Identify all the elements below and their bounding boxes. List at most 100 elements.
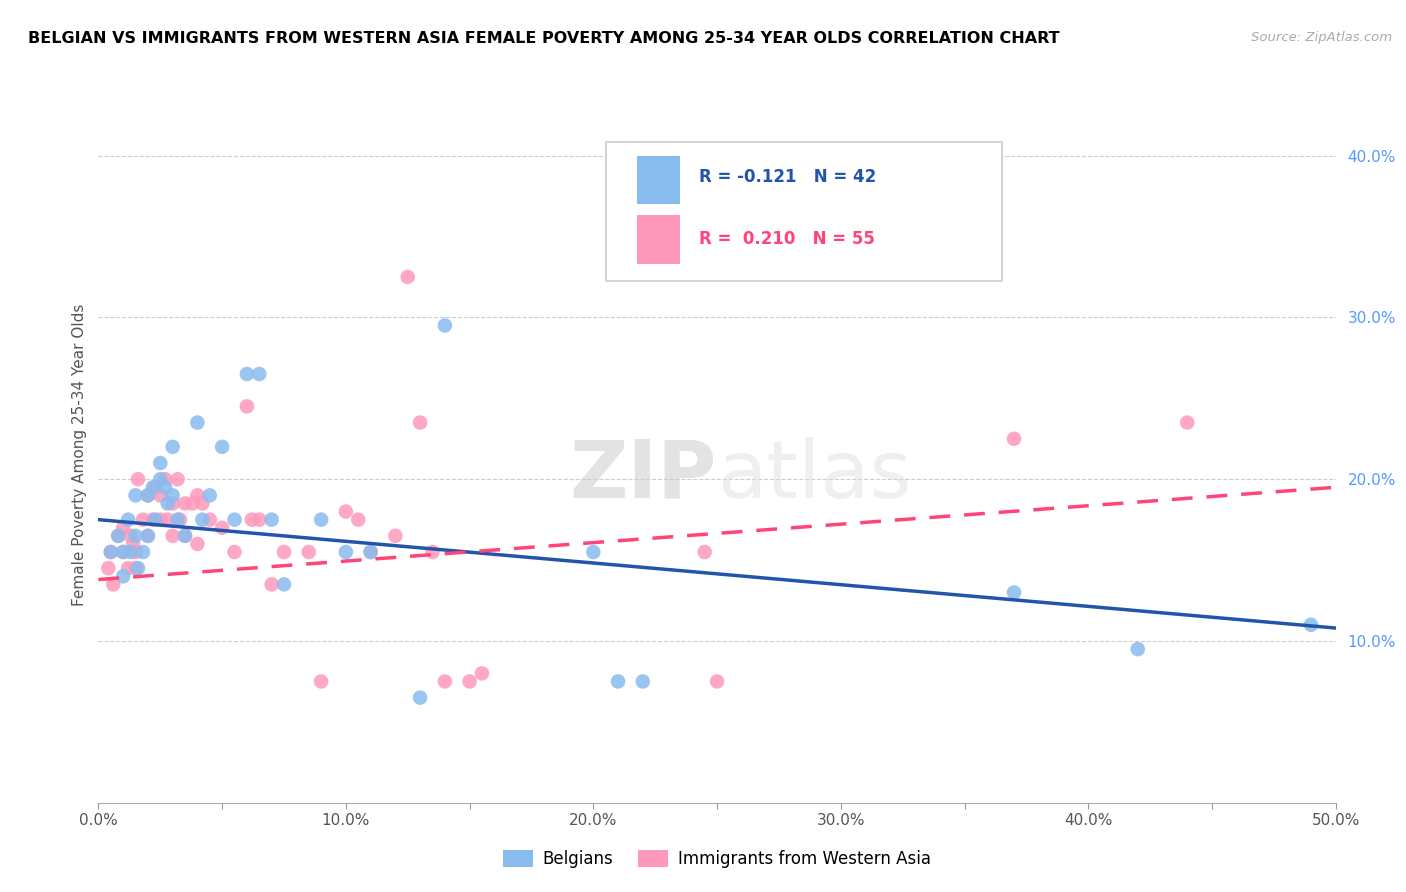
Point [309, 674, 332, 689]
Text: R = -0.121   N = 42: R = -0.121 N = 42 [699, 168, 876, 186]
Point [224, 513, 246, 527]
Point [112, 521, 135, 535]
Y-axis label: Female Poverty Among 25-34 Year Olds: Female Poverty Among 25-34 Year Olds [72, 304, 87, 606]
Point [127, 561, 149, 575]
Point [142, 513, 165, 527]
Point [107, 529, 129, 543]
Point [240, 513, 263, 527]
Point [155, 480, 177, 494]
Point [335, 504, 357, 518]
Point [181, 496, 204, 510]
Legend: Belgians, Immigrants from Western Asia: Belgians, Immigrants from Western Asia [496, 843, 938, 874]
Point [142, 480, 165, 494]
Point [191, 496, 214, 510]
Point [162, 440, 184, 454]
Point [347, 513, 370, 527]
Point [136, 529, 159, 543]
Point [224, 545, 246, 559]
Point [273, 545, 295, 559]
Point [143, 513, 166, 527]
Point [149, 456, 172, 470]
Point [124, 529, 146, 543]
Point [124, 488, 146, 502]
Text: atlas: atlas [717, 437, 911, 515]
Point [1002, 585, 1025, 599]
Point [156, 496, 179, 510]
Point [360, 545, 382, 559]
Point [211, 521, 233, 535]
Point [155, 472, 177, 486]
Point [156, 513, 179, 527]
Point [247, 367, 270, 381]
Point [433, 318, 456, 333]
Point [103, 577, 125, 591]
Point [149, 488, 172, 502]
Point [247, 513, 270, 527]
Point [631, 674, 654, 689]
Point [136, 488, 159, 502]
Text: Source: ZipAtlas.com: Source: ZipAtlas.com [1251, 31, 1392, 45]
Point [186, 416, 208, 430]
Point [136, 488, 159, 502]
Point [582, 545, 605, 559]
Point [132, 513, 155, 527]
Point [1002, 432, 1025, 446]
Point [273, 577, 295, 591]
Point [174, 529, 197, 543]
Point [112, 545, 135, 559]
Point [458, 674, 481, 689]
Point [166, 472, 188, 486]
Point [132, 545, 155, 559]
Point [1175, 416, 1198, 430]
Point [422, 545, 444, 559]
Point [198, 488, 221, 502]
Point [335, 545, 357, 559]
Point [149, 513, 172, 527]
Point [706, 674, 728, 689]
Point [236, 367, 259, 381]
Point [100, 545, 122, 559]
Text: R =  0.210   N = 55: R = 0.210 N = 55 [699, 230, 875, 248]
Point [471, 666, 494, 681]
FancyBboxPatch shape [606, 142, 1001, 281]
Point [236, 400, 259, 414]
Point [162, 488, 184, 502]
Point [127, 472, 149, 486]
Point [112, 569, 135, 583]
Point [409, 690, 432, 705]
Point [1299, 617, 1322, 632]
FancyBboxPatch shape [637, 156, 681, 204]
Point [260, 577, 283, 591]
Point [97, 561, 120, 575]
Point [120, 545, 142, 559]
Point [169, 513, 191, 527]
Point [117, 561, 139, 575]
Point [191, 513, 214, 527]
Point [124, 561, 146, 575]
Point [384, 529, 406, 543]
Text: ZIP: ZIP [569, 437, 717, 515]
Point [211, 440, 233, 454]
Point [122, 537, 145, 551]
Point [309, 513, 332, 527]
Point [107, 529, 129, 543]
Point [117, 513, 139, 527]
Point [186, 537, 208, 551]
Point [186, 488, 208, 502]
FancyBboxPatch shape [637, 215, 681, 263]
Point [1126, 642, 1149, 657]
Point [174, 496, 197, 510]
Point [112, 545, 135, 559]
Point [124, 545, 146, 559]
Point [166, 513, 188, 527]
Point [149, 472, 172, 486]
Point [143, 480, 166, 494]
Point [693, 545, 716, 559]
Point [260, 513, 283, 527]
Point [433, 674, 456, 689]
Point [136, 529, 159, 543]
Point [120, 529, 142, 543]
Point [298, 545, 321, 559]
Point [162, 496, 184, 510]
Point [198, 513, 221, 527]
